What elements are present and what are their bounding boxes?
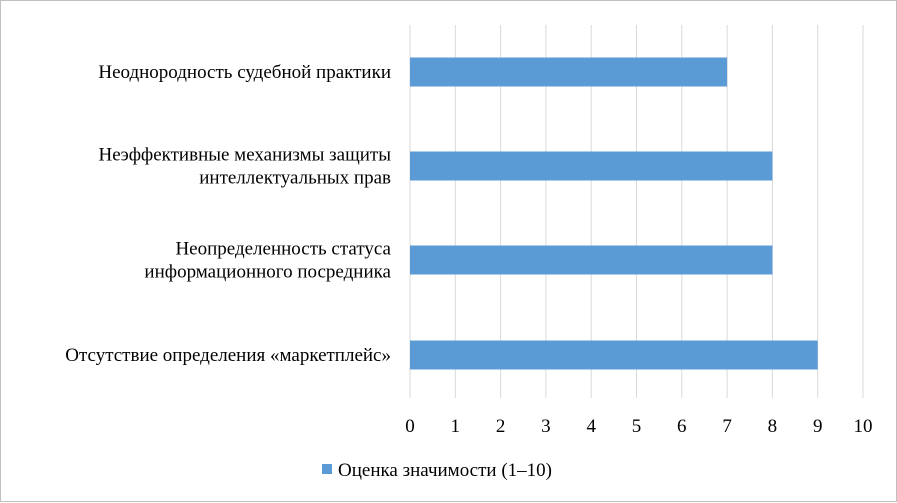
x-tick-label: 8 [768,416,778,437]
x-tick-label: 0 [405,416,415,437]
x-tick-label: 5 [632,416,642,437]
bar [410,57,728,87]
category-label: Неопределенность статуса [175,239,391,260]
legend-swatch [322,464,332,474]
bar [410,245,773,275]
legend-label: Оценка значимости (1–10) [338,460,552,481]
category-label: Неоднородность судебной практики [98,62,391,83]
x-tick-label: 4 [586,416,596,437]
bar [410,340,818,370]
x-tick-label: 6 [677,416,687,437]
category-label: информационного посредника [144,262,391,283]
x-tick-label: 9 [813,416,823,437]
x-tick-label: 3 [541,416,551,437]
category-label: интеллектуальных прав [199,168,391,189]
x-tick-label: 1 [451,416,461,437]
x-tick-label: 10 [854,416,873,437]
category-label: Неэффективные механизмы защиты [99,145,392,166]
bar [410,151,773,181]
x-tick-label: 7 [722,416,732,437]
category-label: Отсутствие определения «маркетплейс» [65,345,391,366]
x-tick-label: 2 [496,416,506,437]
